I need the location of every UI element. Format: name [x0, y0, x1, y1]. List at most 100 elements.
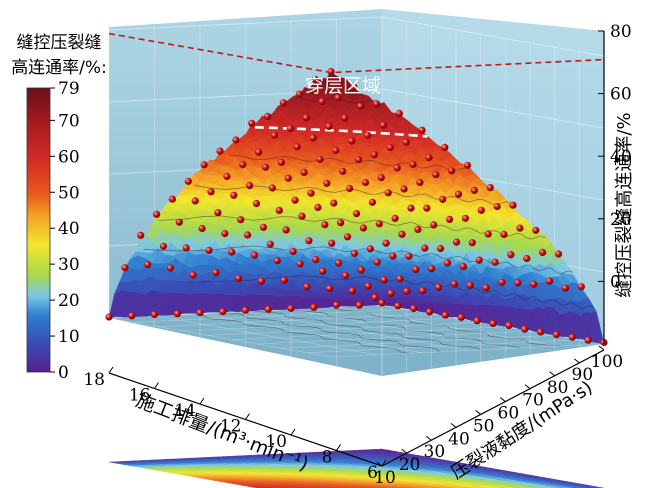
data-point	[289, 247, 297, 255]
data-point	[514, 279, 522, 287]
data-point	[295, 90, 303, 98]
y-tick-mark	[376, 461, 383, 467]
floor-contour	[195, 313, 409, 354]
data-point	[412, 265, 420, 273]
data-point	[332, 146, 340, 155]
y-tick-mark	[401, 448, 407, 454]
z-tick-label: 60	[610, 85, 632, 105]
data-point	[416, 178, 424, 187]
data-point	[212, 269, 220, 277]
x-tick-label: 14	[174, 401, 196, 421]
data-point	[205, 246, 213, 254]
data-point	[337, 219, 345, 227]
colorbar-tick-label: 10	[58, 327, 80, 347]
data-point	[366, 245, 374, 253]
z-axis-ticks: 0 20 40 60 80	[598, 22, 632, 292]
y-tick-label: 70	[522, 391, 544, 411]
data-point	[441, 143, 449, 151]
data-point	[468, 239, 476, 247]
data-point	[307, 189, 315, 197]
data-point	[584, 336, 592, 344]
data-point	[430, 221, 438, 229]
data-point	[291, 196, 299, 204]
data-point	[434, 283, 443, 291]
data-point	[279, 99, 287, 107]
data-point	[396, 275, 404, 283]
data-point	[268, 184, 276, 192]
data-point	[221, 229, 229, 238]
x-axis-ticks: 18 16 14 12 10 8 6	[83, 366, 387, 483]
data-point	[523, 254, 531, 263]
data-point	[568, 333, 576, 341]
floor-gridline	[306, 339, 580, 353]
data-point	[275, 206, 283, 214]
data-point	[312, 256, 320, 264]
data-point	[398, 230, 406, 238]
floor-gridline	[108, 317, 332, 358]
surface-contour	[228, 154, 472, 172]
data-point	[375, 220, 383, 228]
y-tick-mark	[426, 435, 432, 441]
data-point	[466, 281, 474, 289]
data-point	[305, 237, 313, 245]
x-tick-label: 6	[367, 463, 378, 483]
data-point	[380, 276, 388, 284]
floor-gridline	[336, 306, 559, 347]
data-point	[319, 267, 327, 275]
data-point	[377, 174, 385, 182]
data-point	[421, 244, 429, 252]
data-point	[350, 249, 358, 257]
data-point	[311, 75, 319, 83]
data-point	[516, 224, 524, 232]
data-point	[355, 301, 363, 309]
data-point	[491, 258, 499, 266]
data-point	[348, 137, 356, 145]
data-point	[310, 303, 318, 311]
data-point	[457, 313, 465, 321]
annotation-label: 穿层区域	[305, 75, 381, 97]
y-tick-mark	[549, 371, 555, 377]
data-point	[228, 248, 236, 256]
data-point	[387, 289, 395, 297]
floor-gridline	[232, 326, 506, 340]
data-point	[252, 199, 261, 208]
data-point	[150, 310, 159, 319]
floor-gridline	[133, 309, 407, 323]
data-point	[368, 198, 376, 206]
data-point	[352, 210, 361, 218]
data-point	[509, 201, 517, 209]
data-point	[552, 331, 561, 339]
data-point	[346, 184, 354, 193]
x-tick-mark	[245, 413, 250, 420]
data-point	[277, 158, 285, 166]
colorbar-tick-label: 40	[58, 219, 80, 239]
data-point	[409, 160, 417, 168]
z-tick-label: 80	[610, 22, 632, 42]
data-point	[545, 277, 554, 285]
floor-contour	[332, 307, 561, 347]
z-tick-label: 40	[610, 147, 632, 167]
data-point	[410, 304, 418, 313]
x-tick-label: 12	[220, 417, 242, 437]
data-point	[577, 283, 585, 291]
data-point	[286, 124, 294, 133]
data-point	[428, 265, 436, 273]
data-point	[418, 126, 426, 134]
data-point	[426, 308, 434, 316]
data-point	[393, 164, 401, 172]
data-point	[235, 274, 243, 282]
floor-contour	[222, 312, 441, 353]
data-point	[137, 231, 145, 239]
data-point	[561, 284, 570, 292]
data-point	[364, 282, 372, 290]
data-point	[316, 155, 324, 163]
floor-gridline	[199, 313, 423, 353]
data-point	[446, 215, 454, 223]
data-point	[153, 210, 161, 218]
floor-contour	[253, 310, 480, 351]
data-point	[500, 230, 508, 238]
data-point	[400, 185, 408, 193]
data-point	[382, 239, 390, 247]
data-point	[248, 119, 256, 127]
data-point	[459, 262, 467, 271]
